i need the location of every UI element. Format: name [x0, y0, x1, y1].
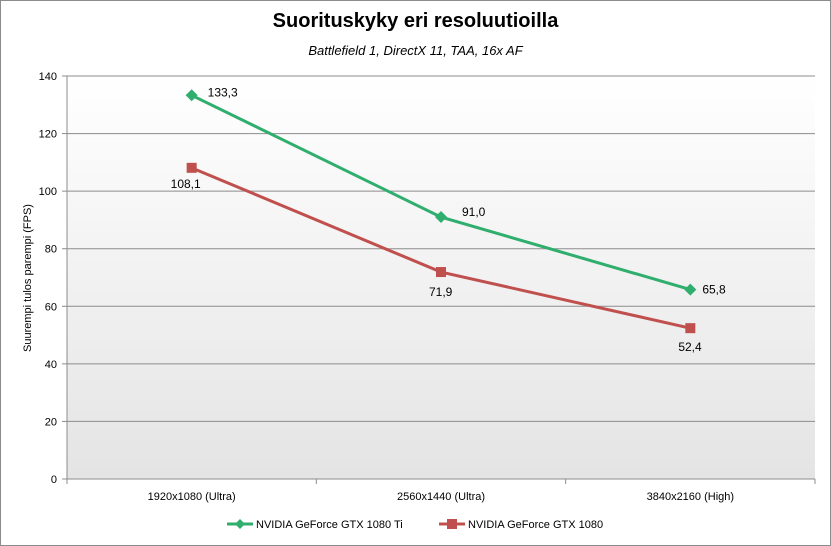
- legend-item-2: NVIDIA GeForce GTX 1080: [439, 519, 603, 531]
- series-1: 133,3 91,0 65,8: [185, 85, 726, 297]
- y-tick-label: 0: [51, 474, 57, 486]
- y-tick-label: 80: [45, 244, 57, 256]
- x-tick-labels: 1920x1080 (Ultra) 2560x1440 (Ultra) 3840x2…: [148, 491, 734, 503]
- data-point: [435, 211, 447, 224]
- axes: [62, 75, 816, 484]
- plot-area: [67, 76, 815, 479]
- data-label: 71,9: [429, 285, 453, 299]
- gridlines: [67, 75, 815, 422]
- x-tick-label: 2560x1440 (Ultra): [397, 491, 485, 503]
- y-axis-label: Suurempi tulos parempi (FPS): [22, 204, 34, 352]
- data-point: [436, 267, 446, 278]
- series-2: 108,1 71,9 52,4: [171, 162, 702, 354]
- legend-marker: [447, 519, 457, 529]
- y-tick-label: 20: [45, 416, 57, 428]
- y-tick-label: 140: [39, 71, 57, 83]
- x-tick-label: 3840x2160 (High): [647, 491, 734, 503]
- legend-item-1: NVIDIA GeForce GTX 1080 Ti: [227, 519, 403, 531]
- data-point: [186, 162, 197, 173]
- series-group: 133,3 91,0 65,8 108,1 71,9 52,4: [171, 85, 726, 354]
- data-label: 133,3: [208, 85, 238, 99]
- data-label: 91,0: [462, 205, 486, 219]
- data-label: 108,1: [171, 177, 201, 191]
- chart-title: Suorituskyky eri resoluutioilla: [272, 10, 559, 32]
- x-tick-label: 1920x1080 (Ultra): [148, 491, 236, 503]
- data-point: [685, 323, 696, 334]
- y-tick-label: 100: [39, 186, 57, 198]
- data-point: [185, 89, 198, 102]
- data-label: 52,4: [678, 340, 702, 354]
- legend-marker: [235, 519, 245, 529]
- data-point: [684, 283, 697, 296]
- chart-subtitle: Battlefield 1, DirectX 11, TAA, 16x AF: [308, 43, 523, 58]
- y-tick-labels: 0 20 40 60 80 100 120 140: [39, 71, 57, 486]
- data-label: 65,8: [702, 283, 726, 297]
- legend-label: NVIDIA GeForce GTX 1080: [468, 519, 603, 531]
- y-tick-label: 120: [39, 129, 57, 141]
- y-tick-label: 40: [45, 359, 57, 371]
- legend: NVIDIA GeForce GTX 1080 Ti NVIDIA GeForce…: [227, 519, 603, 531]
- legend-label: NVIDIA GeForce GTX 1080 Ti: [256, 519, 403, 531]
- y-tick-label: 60: [45, 301, 57, 313]
